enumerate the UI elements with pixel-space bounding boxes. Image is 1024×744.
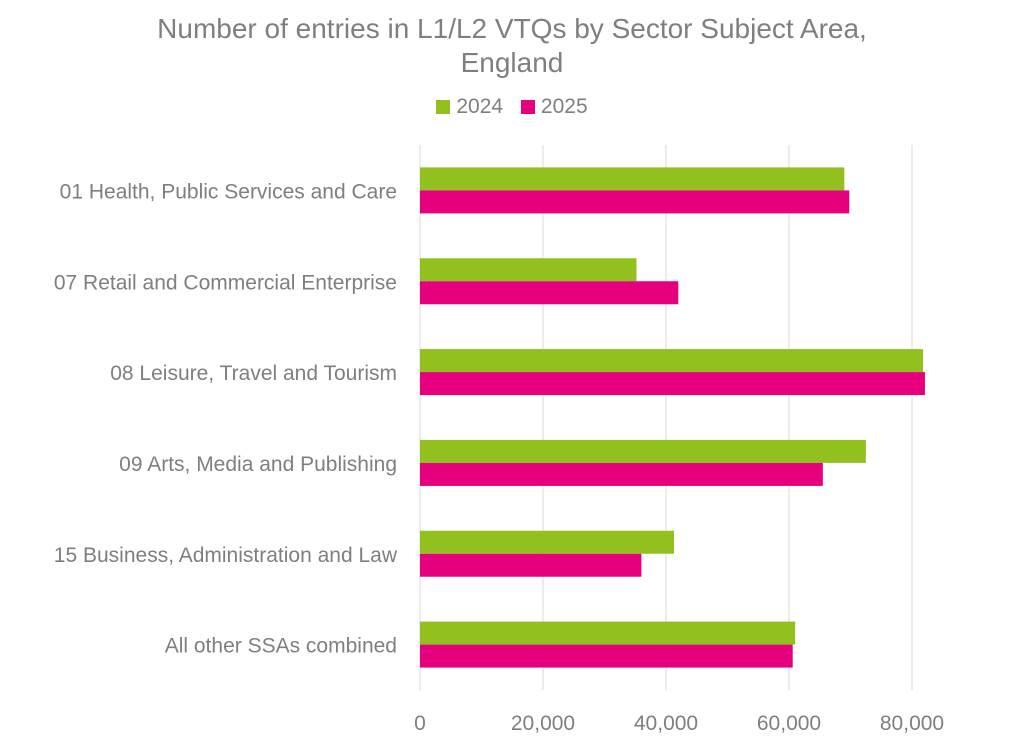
category-label: 08 Leisure, Travel and Tourism (110, 362, 397, 385)
legend-item-2025: 2025 (520, 95, 588, 119)
x-tick-label: 20,000 (511, 712, 575, 735)
legend-item-2024: 2024 (436, 95, 503, 119)
legend-swatch-2024 (436, 100, 451, 114)
legend: 2024 2025 (0, 95, 1024, 120)
bar-2025 (420, 462, 823, 486)
x-tick-label: 60,000 (757, 712, 821, 735)
bar-2025 (420, 281, 679, 305)
bar-2024 (420, 167, 845, 191)
category-label: 01 Health, Public Services and Care (60, 180, 397, 203)
x-tick-label: 80,000 (880, 712, 944, 735)
bar-2025 (420, 190, 850, 214)
legend-label-2024: 2024 (456, 95, 504, 118)
category-label: 15 Business, Administration and Law (54, 544, 398, 567)
bar-2025 (420, 644, 793, 668)
legend-swatch-2025 (520, 100, 535, 114)
bar-2024 (420, 258, 637, 282)
bar-2025 (420, 553, 642, 577)
chart-title-line-2: England (460, 47, 564, 78)
category-label: 07 Retail and Commercial Enterprise (54, 271, 397, 294)
bar-2024 (420, 349, 924, 373)
bar-2024 (420, 530, 674, 554)
bar-2024 (420, 439, 866, 463)
x-tick-label: 0 (414, 712, 426, 735)
bar-2025 (420, 372, 925, 396)
chart-title-line-1: Number of entries in L1/L2 VTQs by Secto… (157, 13, 867, 44)
legend-label-2025: 2025 (540, 95, 588, 118)
category-label: 09 Arts, Media and Publishing (119, 453, 397, 476)
bar-2024 (420, 621, 796, 645)
x-tick-label: 40,000 (634, 712, 698, 735)
category-label: All other SSAs combined (165, 635, 397, 658)
